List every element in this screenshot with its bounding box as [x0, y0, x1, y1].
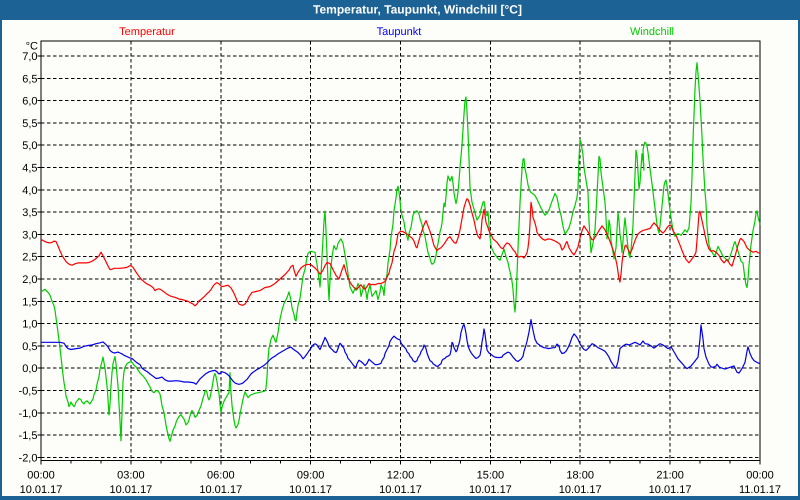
- svg-text:-0,5: -0,5: [19, 386, 38, 398]
- svg-text:7,0: 7,0: [22, 51, 37, 63]
- svg-text:10.01.17: 10.01.17: [649, 484, 692, 496]
- svg-text:03:00: 03:00: [117, 470, 145, 482]
- svg-text:Taupunkt: Taupunkt: [377, 26, 422, 38]
- svg-text:10.01.17: 10.01.17: [20, 484, 63, 496]
- svg-text:1,0: 1,0: [22, 319, 37, 331]
- svg-text:09:00: 09:00: [297, 470, 325, 482]
- svg-text:18:00: 18:00: [566, 470, 594, 482]
- svg-text:4,5: 4,5: [22, 163, 37, 175]
- svg-text:10.01.17: 10.01.17: [289, 484, 332, 496]
- svg-text:0,5: 0,5: [22, 341, 37, 353]
- svg-text:Windchill: Windchill: [630, 26, 674, 38]
- svg-text:0,0: 0,0: [22, 363, 37, 375]
- svg-text:-1,5: -1,5: [19, 430, 38, 442]
- svg-text:11.01.17: 11.01.17: [739, 484, 781, 496]
- svg-text:-2,0: -2,0: [19, 452, 38, 464]
- svg-text:10.01.17: 10.01.17: [199, 484, 242, 496]
- svg-text:6,0: 6,0: [22, 96, 37, 108]
- svg-text:3,5: 3,5: [22, 207, 37, 219]
- svg-text:10.01.17: 10.01.17: [109, 484, 152, 496]
- svg-text:5,0: 5,0: [22, 140, 37, 152]
- svg-text:2,0: 2,0: [22, 274, 37, 286]
- svg-text:6,5: 6,5: [22, 73, 37, 85]
- svg-text:Temperatur: Temperatur: [119, 26, 175, 38]
- svg-text:5,5: 5,5: [22, 118, 37, 130]
- svg-text:10.01.17: 10.01.17: [469, 484, 512, 496]
- svg-text:21:00: 21:00: [656, 470, 684, 482]
- svg-text:2,5: 2,5: [22, 252, 37, 264]
- svg-text:00:00: 00:00: [27, 470, 55, 482]
- svg-text:15:00: 15:00: [477, 470, 505, 482]
- svg-text:12:00: 12:00: [387, 470, 415, 482]
- svg-text:10.01.17: 10.01.17: [559, 484, 602, 496]
- svg-text:Temperatur, Taupunkt, Windchil: Temperatur, Taupunkt, Windchill [°C]: [313, 3, 522, 17]
- svg-text:00:00: 00:00: [746, 470, 774, 482]
- svg-text:1,5: 1,5: [22, 296, 37, 308]
- svg-text:-1,0: -1,0: [19, 408, 38, 420]
- svg-text:10.01.17: 10.01.17: [379, 484, 422, 496]
- svg-text:3,0: 3,0: [22, 229, 37, 241]
- svg-text:°C: °C: [26, 41, 38, 53]
- svg-text:4,0: 4,0: [22, 185, 37, 197]
- svg-text:06:00: 06:00: [207, 470, 235, 482]
